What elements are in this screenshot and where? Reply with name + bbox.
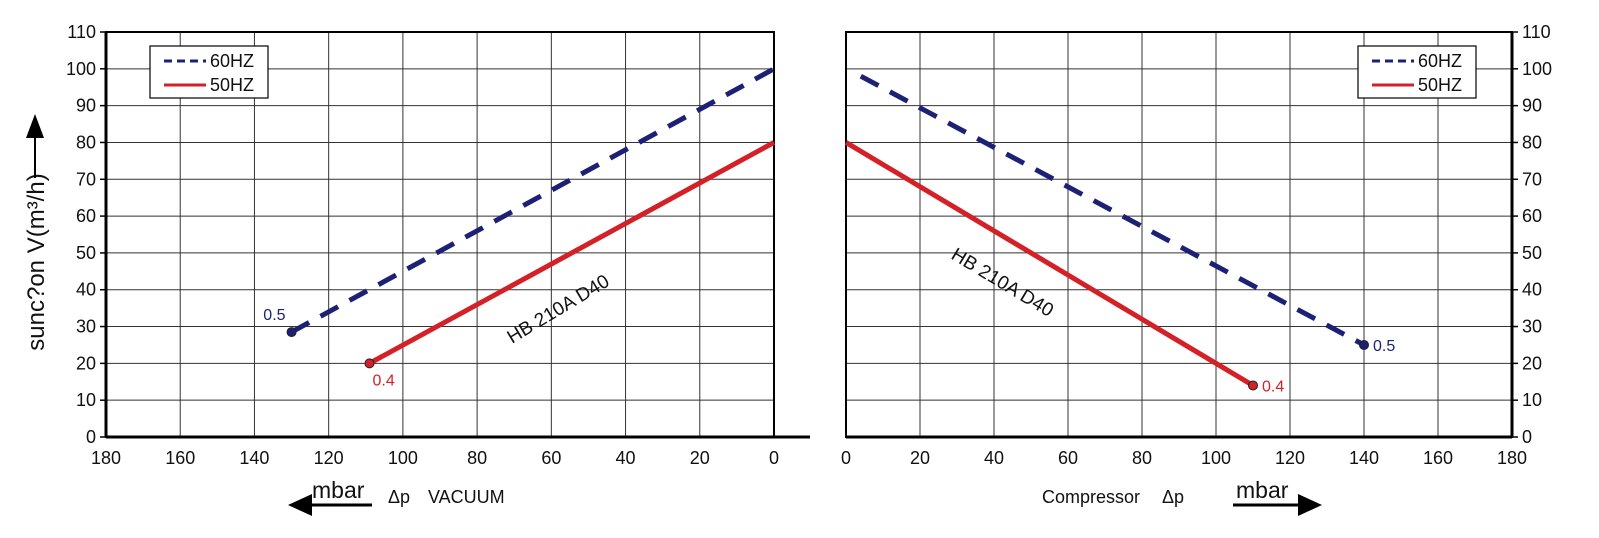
left-arrow-icon	[288, 494, 312, 516]
y-axis-arrow-icon	[26, 114, 44, 138]
y-tick-label: 40	[76, 280, 96, 300]
x-tick-label: 60	[1058, 448, 1078, 468]
series-end-label: 0.5	[1373, 338, 1395, 355]
x-tick-label: 60	[541, 448, 561, 468]
series-line-50hz	[844, 140, 1255, 388]
series-end-marker	[286, 327, 297, 338]
series-end-marker	[364, 358, 375, 369]
x-tick-label: 140	[239, 448, 269, 468]
series-end-marker	[1248, 380, 1258, 391]
series-end-marker	[1359, 339, 1369, 350]
left-x-caption-text: VACUUM	[428, 487, 505, 507]
x-tick-label: 20	[910, 448, 930, 468]
y-tick-label: 50	[1522, 243, 1542, 263]
left-delta-symbol: Δp	[388, 487, 410, 507]
x-tick-label: 140	[1349, 448, 1379, 468]
y-tick-label: 20	[1522, 353, 1542, 373]
series-end-label: 0.4	[372, 372, 394, 389]
y-tick-label: 90	[76, 96, 96, 116]
series-end-label: 0.4	[1262, 378, 1284, 395]
right-arrow-icon	[1298, 494, 1322, 516]
y-axis-title-group: sunc?on V(m³/h)	[23, 114, 50, 351]
x-tick-label: 40	[984, 448, 1004, 468]
y-tick-label: 50	[76, 243, 96, 263]
series-line-60hz	[290, 66, 776, 335]
y-axis-title: sunc?on V(m³/h)	[23, 173, 50, 350]
y-tick-label: 60	[1522, 206, 1542, 226]
y-tick-label: 20	[76, 353, 96, 373]
left-x-unit: mbar	[312, 477, 365, 503]
y-tick-label: 100	[66, 59, 96, 79]
x-tick-label: 160	[1423, 448, 1453, 468]
y-tick-label: 60	[76, 206, 96, 226]
right-x-unit: mbar	[1236, 477, 1289, 503]
y-tick-label: 110	[67, 22, 96, 42]
legend-label: 50HZ	[1418, 75, 1462, 95]
y-tick-label: 10	[76, 390, 96, 410]
y-tick-label: 110	[1522, 22, 1551, 42]
y-tick-label: 70	[76, 169, 96, 189]
y-tick-label: 90	[1522, 96, 1542, 116]
y-tick-label: 80	[1522, 132, 1542, 152]
x-tick-label: 20	[690, 448, 710, 468]
x-tick-label: 160	[165, 448, 195, 468]
x-tick-label: 100	[388, 448, 418, 468]
x-tick-label: 0	[769, 448, 779, 468]
y-tick-label: 80	[76, 132, 96, 152]
x-tick-label: 120	[1275, 448, 1305, 468]
x-tick-label: 0	[841, 448, 851, 468]
x-tick-label: 80	[1132, 448, 1152, 468]
x-tick-label: 100	[1201, 448, 1231, 468]
right-x-caption: Compressor Δp mbar	[1042, 477, 1322, 516]
x-tick-label: 180	[91, 448, 121, 468]
y-tick-label: 0	[1522, 427, 1532, 447]
x-tick-label: 180	[1497, 448, 1527, 468]
right-delta-symbol: Δp	[1162, 487, 1184, 507]
y-tick-label: 10	[1522, 390, 1542, 410]
y-tick-label: 30	[1522, 317, 1542, 337]
y-tick-label: 100	[1522, 59, 1552, 79]
y-tick-label: 70	[1522, 169, 1542, 189]
series-line-60hz	[859, 73, 1366, 348]
legend-label: 50HZ	[210, 75, 254, 95]
left-x-caption: mbar Δp VACUUM	[288, 477, 505, 516]
y-tick-label: 40	[1522, 280, 1542, 300]
y-tick-label: 0	[86, 427, 96, 447]
legend-label: 60HZ	[210, 51, 254, 71]
right-x-caption-text: Compressor	[1042, 487, 1140, 507]
legend-box	[149, 45, 269, 99]
legend-label: 60HZ	[1418, 51, 1462, 71]
x-tick-label: 120	[314, 448, 344, 468]
y-tick-label: 30	[76, 317, 96, 337]
x-tick-label: 40	[616, 448, 636, 468]
legend-box	[1357, 45, 1477, 99]
series-line-50hz	[368, 140, 776, 366]
series-end-label: 0.5	[263, 307, 285, 324]
x-tick-label: 80	[467, 448, 487, 468]
